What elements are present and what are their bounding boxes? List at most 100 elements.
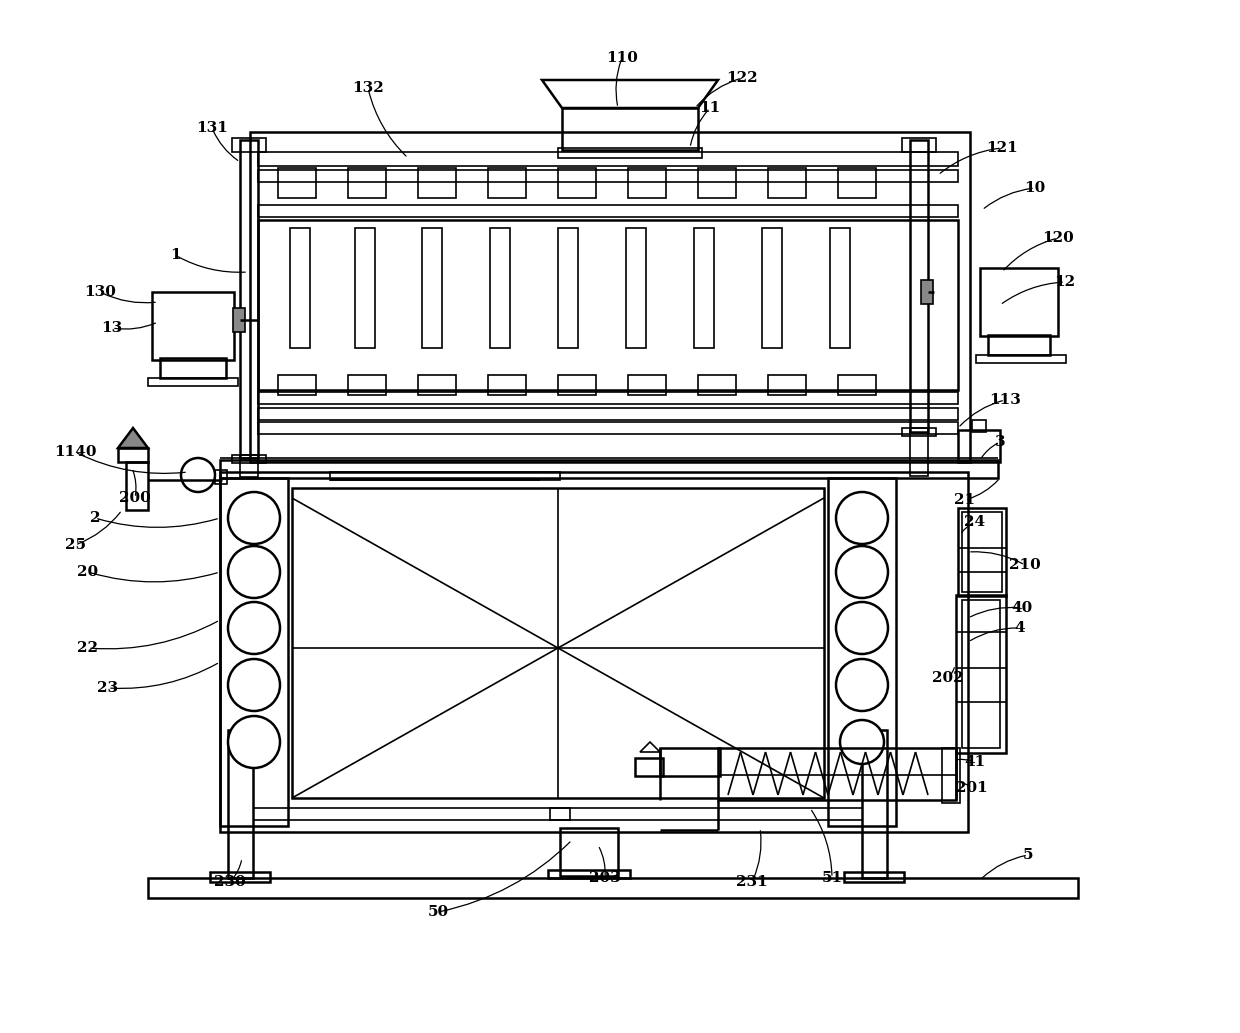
Polygon shape (118, 428, 148, 448)
Text: 50: 50 (428, 905, 449, 919)
Bar (830, 228, 849, 348)
Circle shape (228, 659, 280, 711)
Bar (763, 228, 782, 348)
Text: 13: 13 (102, 321, 123, 335)
Text: 1: 1 (170, 248, 180, 262)
Circle shape (836, 602, 888, 654)
Bar (258, 422, 959, 434)
Bar (258, 392, 959, 404)
Bar (233, 308, 246, 332)
Text: 200: 200 (119, 491, 151, 505)
Text: 22: 22 (77, 641, 98, 655)
Bar (126, 462, 148, 510)
Bar (862, 730, 887, 878)
Text: 230: 230 (215, 875, 246, 889)
Bar (489, 168, 526, 198)
Bar (698, 168, 737, 198)
Bar (558, 228, 578, 348)
Bar (153, 292, 234, 359)
Bar (291, 488, 825, 799)
Circle shape (836, 492, 888, 544)
Bar (489, 375, 526, 395)
Bar (219, 478, 288, 826)
Text: 131: 131 (196, 121, 228, 135)
Text: 201: 201 (956, 781, 988, 795)
Text: 24: 24 (965, 515, 986, 529)
Bar (627, 375, 666, 395)
Bar (258, 170, 959, 182)
Text: 51: 51 (821, 871, 842, 885)
Bar (258, 408, 959, 420)
Text: 130: 130 (84, 285, 115, 299)
Circle shape (839, 720, 884, 764)
Text: 23: 23 (98, 681, 119, 695)
Bar (635, 758, 663, 776)
Bar (558, 168, 596, 198)
Circle shape (836, 659, 888, 711)
Bar (160, 358, 226, 378)
Bar (972, 420, 986, 432)
Bar (258, 152, 959, 166)
Bar (560, 828, 618, 876)
Text: 3: 3 (994, 435, 1006, 449)
Bar (962, 512, 1002, 592)
Bar (768, 168, 806, 198)
Bar (976, 355, 1066, 363)
Bar (210, 872, 270, 882)
Bar (562, 108, 698, 150)
Bar (718, 748, 956, 800)
Bar (910, 428, 928, 476)
Bar (355, 228, 374, 348)
Bar (988, 335, 1050, 355)
Text: 210: 210 (1009, 558, 1040, 572)
Bar (258, 220, 959, 390)
Text: 203: 203 (589, 871, 621, 885)
Text: 132: 132 (352, 81, 384, 95)
Text: 21: 21 (955, 493, 976, 507)
Bar (348, 168, 386, 198)
Bar (558, 148, 702, 158)
Text: 12: 12 (1054, 275, 1075, 289)
Bar (422, 228, 441, 348)
Bar (232, 138, 267, 152)
Bar (490, 228, 510, 348)
Text: 110: 110 (606, 51, 637, 65)
Bar (290, 228, 310, 348)
Bar (768, 375, 806, 395)
Bar (241, 455, 258, 477)
Bar (626, 228, 646, 348)
Bar (901, 138, 936, 152)
Bar (219, 460, 998, 478)
Text: 10: 10 (1024, 181, 1045, 195)
Bar (828, 478, 897, 826)
Bar (901, 428, 936, 436)
Text: 41: 41 (965, 755, 986, 769)
Circle shape (228, 716, 280, 768)
Text: 11: 11 (699, 101, 720, 115)
Bar (921, 280, 932, 304)
Circle shape (181, 458, 215, 492)
Bar (215, 470, 227, 484)
Bar (694, 228, 714, 348)
Bar (250, 132, 970, 462)
Text: 5: 5 (1023, 848, 1033, 862)
Text: 1140: 1140 (53, 445, 97, 459)
Bar (962, 600, 999, 748)
Bar (148, 878, 1078, 898)
Bar (959, 508, 1006, 596)
Text: 40: 40 (1012, 601, 1033, 615)
Text: 2: 2 (89, 511, 100, 525)
Text: 231: 231 (737, 875, 768, 889)
Bar (959, 430, 999, 462)
Text: 20: 20 (77, 565, 98, 580)
Text: 122: 122 (727, 71, 758, 85)
Bar (558, 375, 596, 395)
Text: 4: 4 (1014, 621, 1025, 635)
Bar (148, 378, 238, 386)
Bar (910, 140, 928, 432)
Bar (838, 168, 875, 198)
Bar (219, 472, 968, 832)
Bar (241, 140, 258, 458)
Bar (942, 748, 960, 803)
Bar (698, 375, 737, 395)
